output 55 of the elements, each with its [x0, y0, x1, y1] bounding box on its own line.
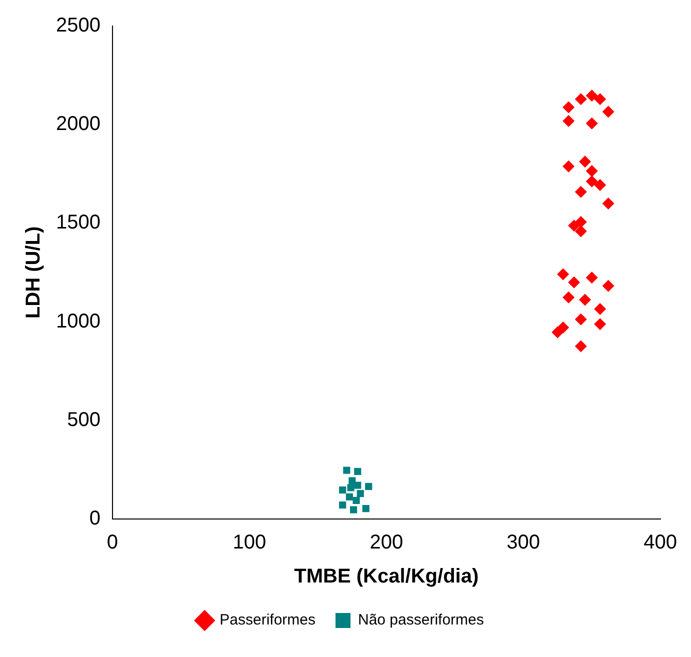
point: [347, 484, 354, 492]
y-axis-title: LDH (U/L): [22, 226, 45, 319]
x-tick-label: 300: [506, 532, 540, 554]
point: [343, 466, 350, 474]
point: [346, 493, 353, 500]
point: [602, 106, 614, 118]
point: [362, 505, 370, 512]
point: [568, 276, 580, 288]
point: [594, 178, 606, 191]
point: [594, 93, 606, 106]
point: [562, 115, 575, 128]
point: [586, 164, 598, 177]
point: [574, 216, 587, 228]
point: [586, 90, 598, 102]
legend-label: Não passeriformes: [358, 612, 484, 629]
y-tick-label: 2500: [56, 14, 100, 37]
y-tick-label: 1500: [56, 212, 100, 234]
point: [557, 268, 570, 280]
point: [562, 160, 575, 172]
point: [354, 482, 362, 489]
x-axis-title: TMBE (Kcal/Kg/dia): [294, 566, 479, 588]
point: [365, 482, 372, 490]
point: [578, 156, 591, 168]
x-tick-label: 0: [106, 532, 118, 554]
y-tick-label: 0: [89, 508, 100, 530]
x-tick-label: 200: [370, 532, 404, 554]
point: [574, 225, 587, 238]
point: [574, 340, 587, 352]
point: [350, 506, 358, 514]
point: [562, 291, 575, 304]
point: [574, 313, 587, 326]
point: [574, 93, 587, 106]
point: [586, 117, 598, 130]
y-tick-label: 2000: [56, 113, 100, 136]
y-tick-label: 1000: [56, 310, 100, 332]
point: [586, 272, 598, 284]
point: [602, 280, 614, 292]
point: [586, 175, 598, 188]
x-tick-label: 100: [232, 532, 266, 554]
point: [594, 318, 606, 330]
point: [354, 468, 362, 476]
point: [356, 490, 364, 498]
y-tick-label: 500: [67, 408, 100, 431]
point: [552, 326, 564, 338]
point: [568, 220, 580, 232]
point: [562, 101, 575, 114]
point: [574, 186, 587, 198]
legend-label: Passeriformes: [220, 612, 316, 629]
point: [602, 197, 614, 210]
point: [339, 486, 346, 494]
x-tick-label: 400: [644, 532, 678, 554]
point: [339, 501, 346, 509]
point: [578, 294, 591, 306]
point: [594, 302, 606, 315]
point: [352, 496, 360, 504]
